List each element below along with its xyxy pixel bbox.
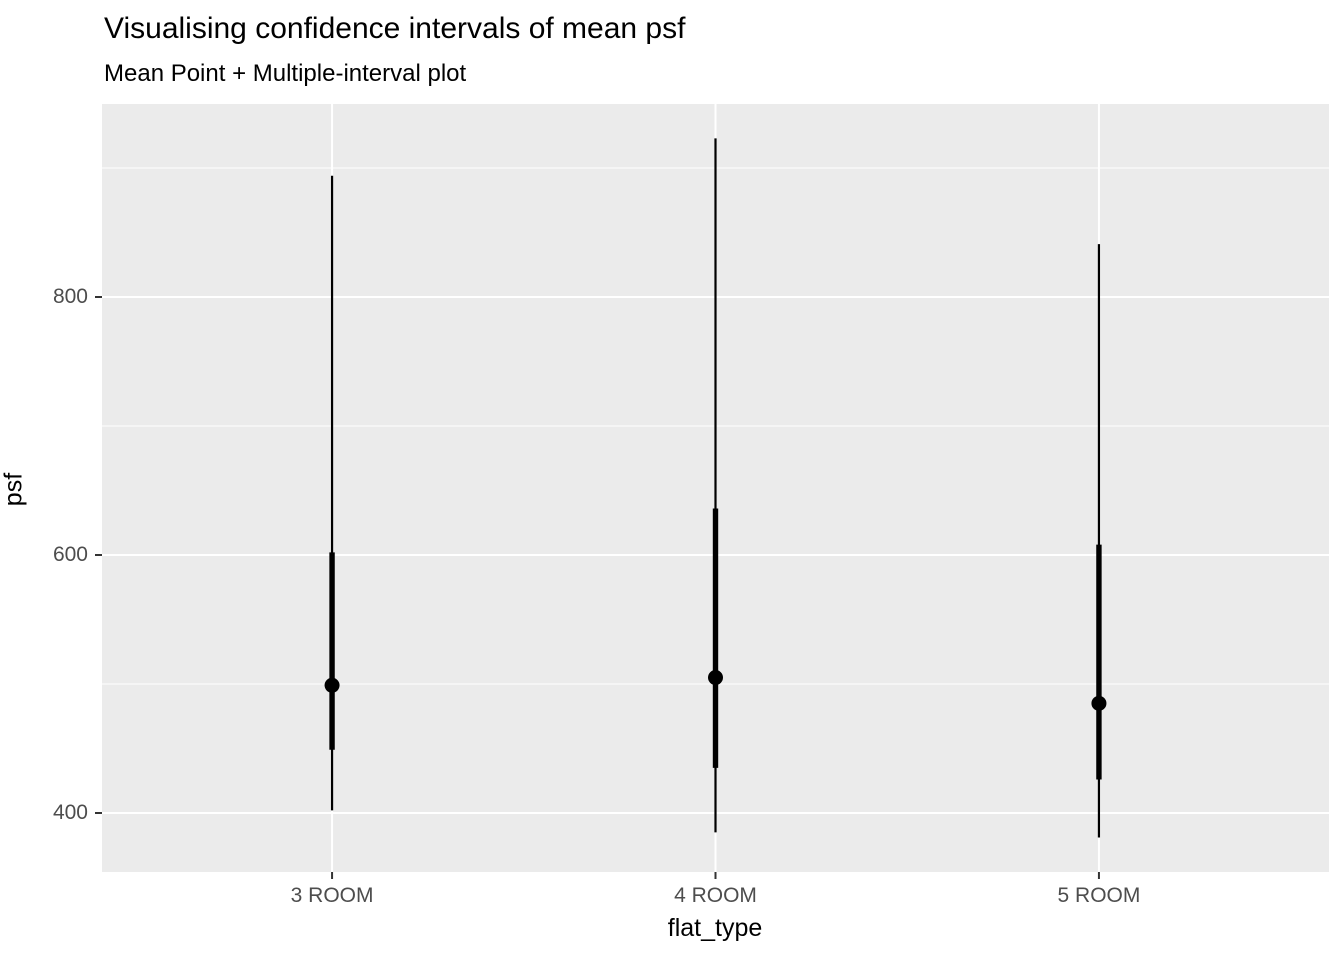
y-tick-label: 800 [52,285,88,308]
mean-point [708,670,723,686]
x-tick-label: 4 ROOM [674,884,757,907]
x-axis-title: flat_type [667,914,763,942]
x-tick-label: 5 ROOM [1057,884,1141,907]
mean-point [324,677,340,693]
y-axis-title: psf [0,472,28,507]
y-tick-label: 400 [52,801,88,824]
mean-point [1091,695,1107,711]
x-tick-label: 3 ROOM [290,884,374,907]
y-tick-label: 600 [52,543,88,566]
chart-subtitle: Mean Point + Multiple-interval plot [104,60,467,87]
chart-title: Visualising confidence intervals of mean… [104,12,686,45]
